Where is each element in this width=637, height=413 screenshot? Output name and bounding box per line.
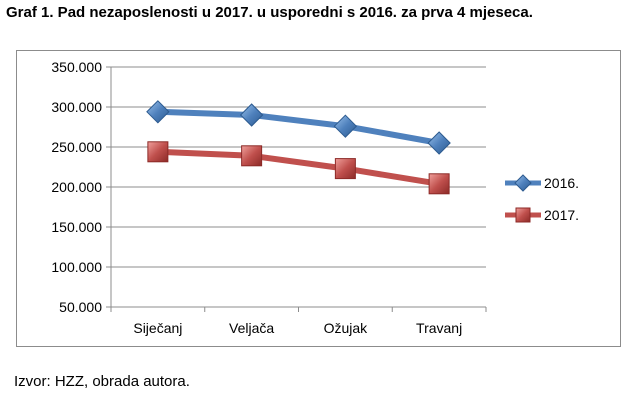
x-tick-label: Veljača (229, 320, 274, 336)
data-point-marker (239, 103, 264, 127)
y-tick-label: 150.000 (51, 219, 102, 235)
x-tick-label: Siječanj (133, 320, 182, 336)
data-point-marker (428, 173, 450, 195)
data-point-marker (427, 131, 451, 155)
series-line (154, 108, 443, 146)
data-point-marker (333, 114, 358, 138)
y-tick-label: 100.000 (51, 259, 102, 275)
chart-title: Graf 1. Pad nezaposlenosti u 2017. u usp… (6, 4, 533, 21)
data-point-marker (241, 145, 263, 167)
legend-entry: 2017. (505, 207, 579, 223)
series-0 (146, 100, 451, 155)
chart-area: 50.000 100.000 150.000 200.000 250.000 300.00… (16, 50, 621, 347)
y-tick-label: 350.000 (51, 59, 102, 75)
legend-marker (514, 174, 532, 192)
y-tick-label: 250.000 (51, 139, 102, 155)
data-point-marker (147, 141, 169, 163)
y-tick-label: 300.000 (51, 99, 102, 115)
legend-marker (515, 207, 531, 223)
data-point-marker (146, 100, 170, 124)
legend-label: 2017. (544, 207, 579, 223)
line-chart: 50.000 100.000 150.000 200.000 250.000 300.00… (51, 59, 579, 336)
x-tick-label: Travanj (416, 320, 462, 336)
x-tick-label: Ožujak (324, 320, 369, 336)
series-line (154, 148, 443, 187)
data-point-marker (334, 158, 356, 180)
y-tick-label: 200.000 (51, 179, 102, 195)
source-note: Izvor: HZZ, obrada autora. (14, 373, 190, 390)
legend-label: 2016. (544, 175, 579, 191)
legend-entry: 2016. (505, 174, 579, 192)
series-1 (147, 141, 450, 195)
y-tick-label: 50.000 (59, 299, 102, 315)
